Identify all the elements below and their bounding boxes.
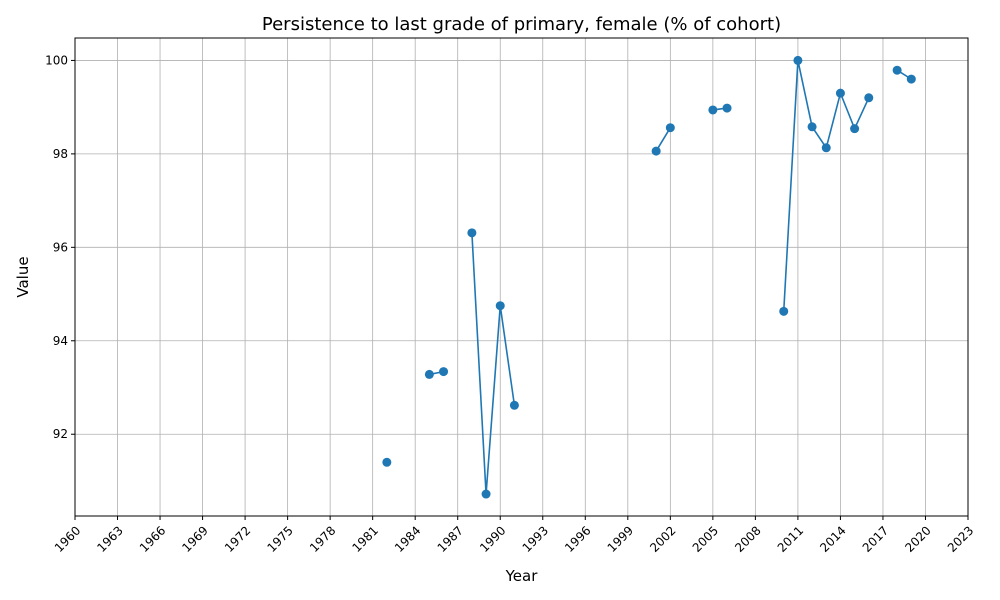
y-tick-label: 94 xyxy=(53,334,68,348)
y-tick-label: 98 xyxy=(53,147,68,161)
data-point xyxy=(439,367,449,377)
data-point xyxy=(708,105,718,115)
y-tick-label: 100 xyxy=(45,53,68,67)
y-tick-label: 96 xyxy=(53,240,68,254)
data-point xyxy=(807,122,817,132)
data-point xyxy=(495,301,505,311)
data-point xyxy=(906,74,916,84)
plot-area-frame xyxy=(74,37,969,517)
data-point xyxy=(821,143,831,153)
data-point xyxy=(467,228,477,238)
data-point xyxy=(793,55,803,65)
data-point xyxy=(651,146,661,156)
data-point xyxy=(864,93,874,103)
data-point xyxy=(892,65,902,75)
data-point xyxy=(509,400,519,410)
y-axis-label: Value xyxy=(14,256,32,297)
data-point xyxy=(481,489,491,499)
chart-title: Persistence to last grade of primary, fe… xyxy=(262,14,781,35)
data-point xyxy=(382,457,392,467)
data-point xyxy=(722,103,732,113)
data-point xyxy=(665,123,675,133)
y-tick-label: 92 xyxy=(53,427,68,441)
data-point xyxy=(424,369,434,379)
series-group xyxy=(382,55,916,499)
data-point xyxy=(779,306,789,316)
data-point xyxy=(850,124,860,134)
series-line-segment xyxy=(471,232,516,495)
data-point xyxy=(835,88,845,98)
x-axis-label: Year xyxy=(505,567,539,585)
series-line-segment xyxy=(655,127,672,152)
